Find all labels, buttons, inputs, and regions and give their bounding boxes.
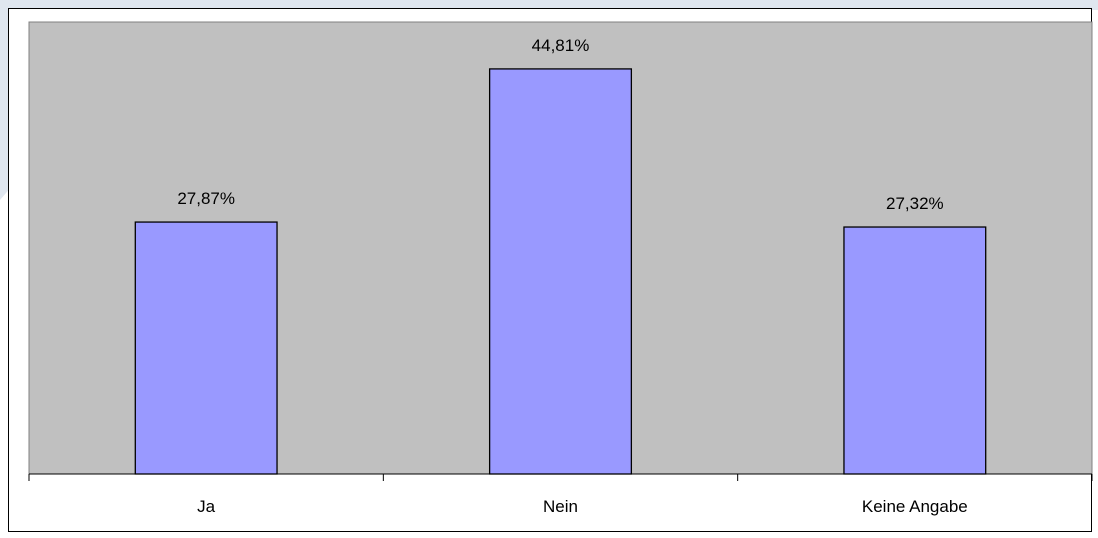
decor-wave: [0, 0, 1098, 10]
category-label-keine-angabe: Keine Angabe: [862, 497, 968, 516]
data-label-nein: 44,81%: [532, 36, 590, 55]
chart-area: 27,87% Ja 44,81% Nein 27,32% Keine Angabe: [8, 8, 1093, 532]
category-label-nein: Nein: [543, 497, 578, 516]
bar-nein: [488, 68, 633, 475]
bar-keine-angabe: [843, 226, 987, 475]
data-label-ja: 27,87%: [177, 189, 235, 208]
bar-chart: 27,87% Ja 44,81% Nein 27,32% Keine Angabe: [28, 21, 1093, 516]
data-label-keine-angabe: 27,32%: [886, 194, 944, 213]
category-label-ja: Ja: [197, 497, 216, 516]
bar-ja: [134, 221, 278, 475]
